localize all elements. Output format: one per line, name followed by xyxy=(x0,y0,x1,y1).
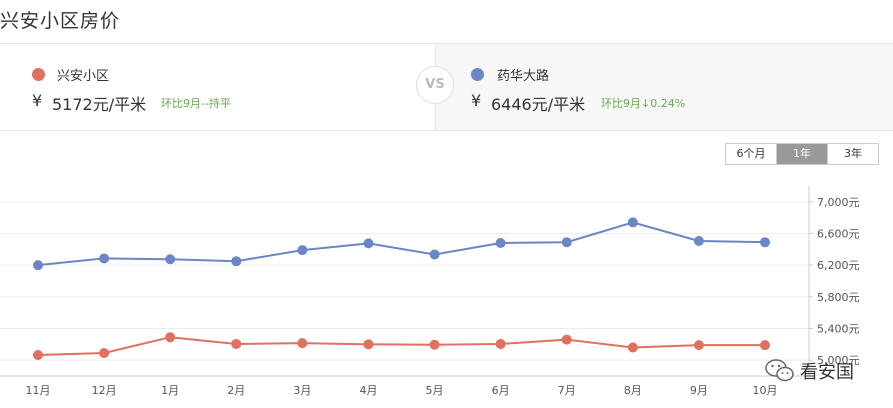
right-currency: ¥ xyxy=(471,91,482,110)
data-point[interactable] xyxy=(231,338,242,349)
y-tick-label: 6,200元 xyxy=(817,259,860,272)
data-point[interactable] xyxy=(693,340,704,351)
left-trend: 环比9月--持平 xyxy=(161,97,231,110)
data-point[interactable] xyxy=(429,249,440,260)
data-point[interactable] xyxy=(760,237,770,248)
left-price: 5172元/平米 xyxy=(52,95,147,114)
data-point[interactable] xyxy=(99,348,110,359)
x-tick-label: 11月 xyxy=(26,384,51,397)
compare-panel: 兴安小区 ¥ 5172元/平米 环比9月--持平 药华大路 ¥ 6446元/平米… xyxy=(0,43,893,131)
data-point[interactable] xyxy=(429,339,440,350)
data-point[interactable] xyxy=(33,260,43,271)
x-tick-label: 7月 xyxy=(558,384,576,397)
data-point[interactable] xyxy=(297,338,308,349)
data-point[interactable] xyxy=(561,237,572,248)
x-tick-label: 5月 xyxy=(426,384,444,397)
x-tick-label: 12月 xyxy=(92,384,117,397)
series-lines xyxy=(37,221,766,357)
chart-grid xyxy=(0,201,813,361)
range-selector: 6个月 1年 3年 xyxy=(725,143,879,165)
data-point[interactable] xyxy=(760,340,770,351)
data-point[interactable] xyxy=(495,338,506,349)
range-tab-1y[interactable]: 1年 xyxy=(777,144,828,164)
y-tick-label: 5,400元 xyxy=(817,323,860,336)
data-point[interactable] xyxy=(627,342,638,353)
y-tick-label: 7,000元 xyxy=(817,196,860,209)
data-point[interactable] xyxy=(297,245,308,256)
right-price: 6446元/平米 xyxy=(491,95,586,114)
right-community-name: 药华大路 xyxy=(497,69,550,84)
data-point[interactable] xyxy=(363,339,374,350)
y-tick-label: 5,800元 xyxy=(817,291,860,304)
x-tick-label: 3月 xyxy=(293,384,311,397)
data-point[interactable] xyxy=(165,332,176,343)
range-tab-6m[interactable]: 6个月 xyxy=(726,144,777,164)
x-tick-label: 9月 xyxy=(690,384,708,397)
x-tick-label: 6月 xyxy=(492,384,510,397)
data-point[interactable] xyxy=(495,238,506,248)
compare-right: 药华大路 ¥ 6446元/平米 环比9月↓0.24% xyxy=(435,44,893,130)
watermark: 看安国 xyxy=(764,358,854,384)
x-tick-label: 4月 xyxy=(359,384,377,397)
series-points xyxy=(33,217,770,361)
x-tick-label: 2月 xyxy=(227,384,245,397)
series-line-1 xyxy=(37,336,765,357)
y-tick-label: 5,000元 xyxy=(817,354,860,367)
left-community-name: 兴安小区 xyxy=(57,69,110,84)
x-tick-label: 1月 xyxy=(161,384,179,397)
price-line-chart: 5,000元 5,400元 5,800元 6,200元 6,600元 7,000元 11月… xyxy=(0,186,860,397)
x-tick-label: 8月 xyxy=(624,384,642,397)
range-tab-3y[interactable]: 3年 xyxy=(828,144,878,164)
data-point[interactable] xyxy=(627,217,638,228)
data-point[interactable] xyxy=(231,256,242,267)
wechat-icon xyxy=(765,359,794,382)
data-point[interactable] xyxy=(693,236,704,247)
y-tick-label: 6,600元 xyxy=(817,228,860,241)
series-dot-icon xyxy=(471,68,484,81)
watermark-text: 看安国 xyxy=(800,362,854,383)
y-tick-labels: 5,000元 5,400元 5,800元 6,200元 6,600元 7,000元 xyxy=(817,196,860,367)
vs-badge: VS xyxy=(416,66,454,104)
x-tick-label: 10月 xyxy=(753,384,778,397)
series-line-0 xyxy=(37,221,766,267)
data-point[interactable] xyxy=(363,238,374,249)
compare-left: 兴安小区 ¥ 5172元/平米 环比9月--持平 xyxy=(0,44,435,130)
right-trend: 环比9月↓0.24% xyxy=(601,97,686,110)
series-dot-icon xyxy=(32,68,45,81)
data-point[interactable] xyxy=(561,334,572,345)
left-currency: ¥ xyxy=(32,91,43,110)
data-point[interactable] xyxy=(33,350,43,361)
data-point[interactable] xyxy=(165,254,176,265)
data-point[interactable] xyxy=(99,253,110,264)
page-title: 兴安小区房价 xyxy=(0,10,121,32)
x-tick-labels: 11月 12月 1月 2月 3月 4月 5月 6月 7月 8月 9月 10月 xyxy=(26,384,778,397)
